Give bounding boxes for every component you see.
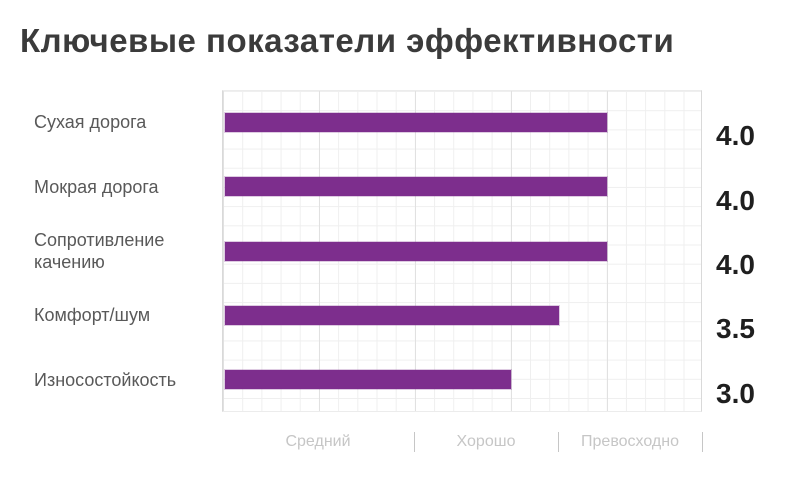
value-label-rolling-resistance: 4.0 <box>716 249 755 280</box>
chart-title: Ключевые показатели эффективности <box>20 22 675 59</box>
axis-separator <box>702 432 703 452</box>
category-label-dry-road: Сухая дорога <box>34 112 147 133</box>
category-label-rolling-resistance: Сопротивление качению <box>34 230 165 272</box>
value-label-dry-road: 4.0 <box>716 120 755 152</box>
category-label-comfort-noise: Комфорт/шум <box>34 305 151 326</box>
x-axis: Средний Хорошо Превосходно <box>0 430 791 454</box>
category-label-wet-road: Мокрая дорога <box>34 176 159 197</box>
axis-separator <box>414 432 415 452</box>
bar-rolling-resistance <box>225 241 607 261</box>
category-label-wear-resistance: Износостойкость <box>34 369 177 390</box>
value-label-wet-road: 4.0 <box>716 184 755 216</box>
axis-section-label-average: Средний <box>285 433 351 450</box>
axis-section-label-excellent: Превосходно <box>581 433 679 450</box>
value-label-wear-resistance: 3.0 <box>716 377 755 409</box>
bar-wet-road <box>225 177 607 197</box>
bar-comfort-noise <box>225 305 559 325</box>
axis-separator <box>558 432 559 452</box>
value-label-comfort-noise: 3.5 <box>716 313 755 345</box>
bar-dry-road <box>225 112 607 132</box>
axis-section-label-good: Хорошо <box>456 433 516 450</box>
bar-wear-resistance <box>225 370 511 390</box>
